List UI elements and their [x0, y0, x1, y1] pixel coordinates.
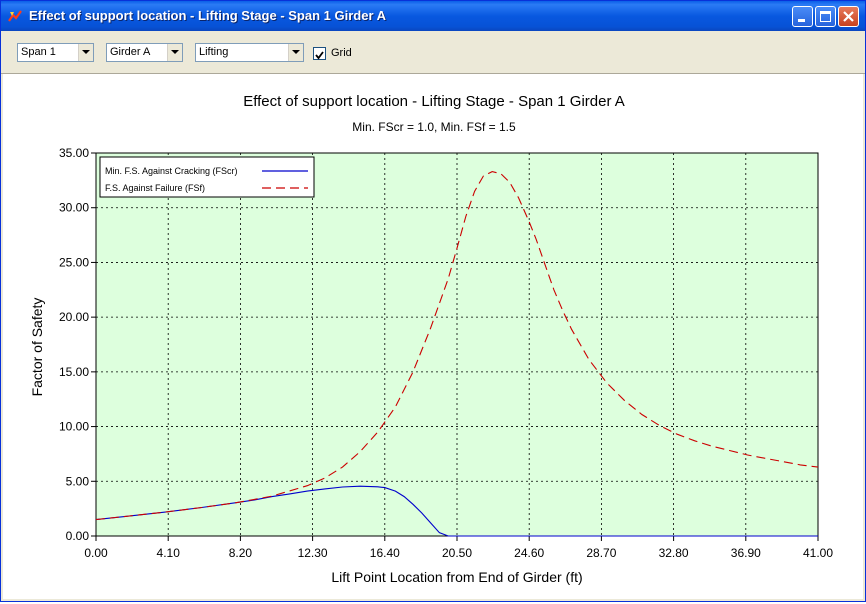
x-tick-label: 32.80: [659, 546, 689, 560]
y-tick-label: 35.00: [59, 146, 89, 160]
x-tick-label: 20.50: [442, 546, 472, 560]
y-axis-label: Factor of Safety: [29, 298, 45, 397]
x-tick-label: 28.70: [586, 546, 616, 560]
legend-label: Min. F.S. Against Cracking (FScr): [105, 166, 238, 176]
stage-select[interactable]: Lifting: [195, 43, 304, 62]
stage-select-value: Lifting: [199, 46, 229, 58]
grid-lines: [96, 153, 818, 536]
close-button[interactable]: [838, 6, 859, 27]
chart-title: Effect of support location - Lifting Sta…: [243, 93, 625, 110]
chevron-down-icon[interactable]: [288, 44, 303, 61]
chart-svg: Effect of support location - Lifting Sta…: [29, 93, 833, 585]
x-tick-label: 12.30: [298, 546, 328, 560]
y-axis: 0.00 5.00 10.00 15.00 20.00 25.00 30.00 35.00: [59, 146, 96, 543]
series-layer: [95, 171, 819, 537]
chevron-down-icon[interactable]: [78, 44, 93, 61]
chart-subtitle: Min. FScr = 1.0, Min. FSf = 1.5: [352, 120, 516, 134]
legend-label: F.S. Against Failure (FSf): [105, 183, 205, 193]
chart-area: Effect of support location - Lifting Sta…: [3, 74, 863, 599]
span-select-value: Span 1: [21, 46, 56, 58]
x-tick-label: 0.00: [84, 546, 108, 560]
y-tick-label: 5.00: [66, 474, 90, 488]
girder-select[interactable]: Girder A: [106, 43, 183, 62]
y-tick-label: 25.00: [59, 255, 89, 269]
y-tick-label: 10.00: [59, 420, 89, 434]
x-tick-label: 24.60: [514, 546, 544, 560]
x-tick-label: 41.00: [803, 546, 833, 560]
grid-checkbox[interactable]: [313, 47, 326, 60]
y-tick-label: 0.00: [66, 529, 90, 543]
minimize-icon: [798, 19, 805, 22]
maximize-button[interactable]: [815, 6, 836, 27]
x-tick-label: 36.90: [731, 546, 761, 560]
y-tick-label: 30.00: [59, 201, 89, 215]
maximize-icon: [820, 11, 831, 22]
close-icon: [843, 11, 854, 22]
series-line-2: [95, 171, 819, 521]
legend-box: [99, 156, 315, 198]
chevron-down-icon[interactable]: [167, 44, 182, 61]
checkmark-icon: [315, 51, 324, 60]
x-tick-label: 16.40: [370, 546, 400, 560]
span-select[interactable]: Span 1: [17, 43, 94, 62]
x-axis: 0.00 4.10 8.20 12.30 16.40 20.50 24.60 28.70 32.…: [84, 536, 833, 560]
window-title: Effect of support location - Lifting Sta…: [29, 8, 387, 23]
legend: Min. F.S. Against Cracking (FScr) F.S. Ag…: [99, 156, 315, 198]
girder-select-value: Girder A: [110, 46, 151, 58]
x-axis-label: Lift Point Location from End of Girder (…: [331, 569, 582, 585]
x-tick-label: 8.20: [229, 546, 253, 560]
grid-checkbox-label[interactable]: Grid: [331, 47, 352, 59]
y-tick-label: 20.00: [59, 310, 89, 324]
y-tick-label: 15.00: [59, 365, 89, 379]
toolbar: Span 1 Girder A Lifting Grid: [1, 31, 865, 74]
app-icon: [8, 10, 22, 22]
title-bar[interactable]: Effect of support location - Lifting Sta…: [1, 1, 865, 31]
minimize-button[interactable]: [792, 6, 813, 27]
x-tick-label: 4.10: [157, 546, 181, 560]
